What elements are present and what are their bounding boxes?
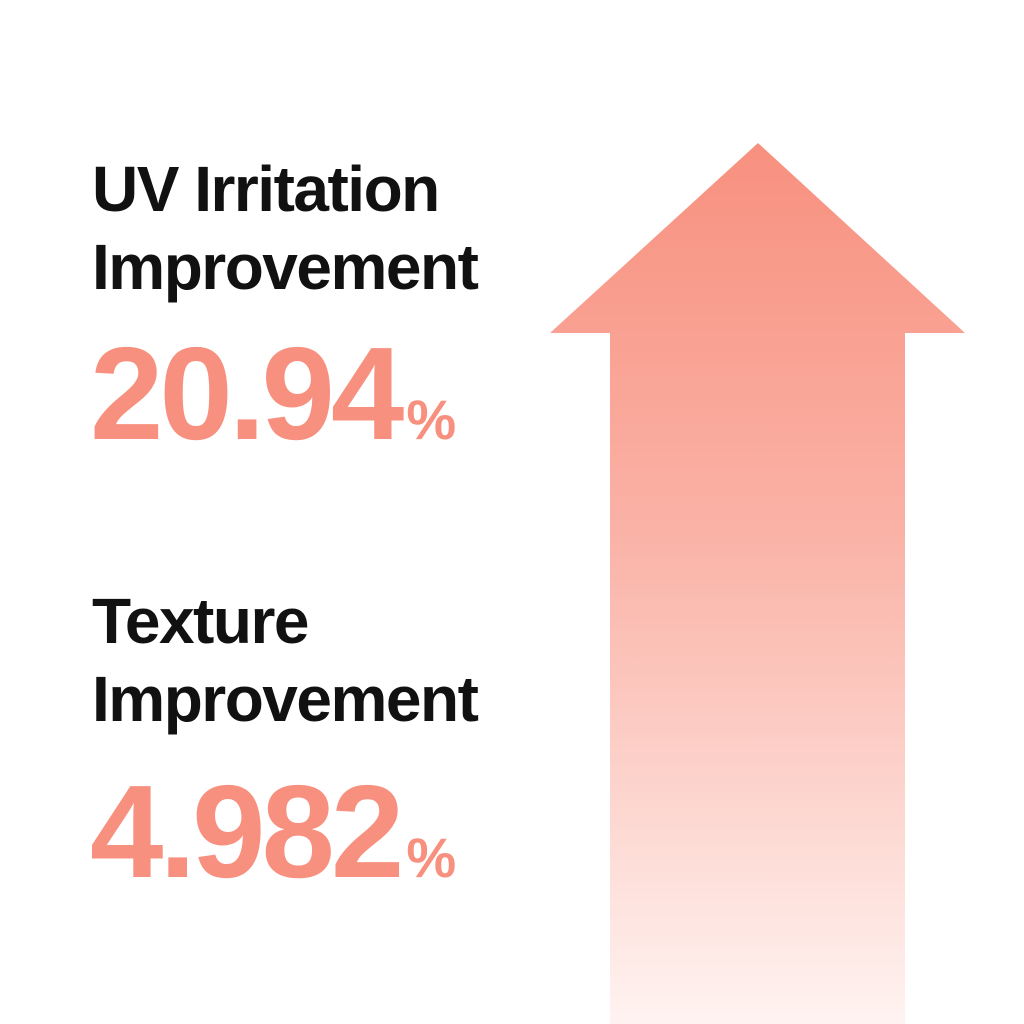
stat-2-label-line2: Improvement [92, 663, 479, 735]
stat-2-number: 4.982 [90, 758, 404, 905]
stat-1-label: UV Irritation Improvement [92, 150, 479, 306]
stat-2-label: Texture Improvement [92, 582, 479, 738]
stat-1-value: 20.94% [90, 328, 456, 486]
stat-1-number: 20.94 [90, 320, 404, 467]
stat-1-unit: % [406, 388, 457, 451]
stat-2-value: 4.982% [90, 766, 456, 924]
stat-2-label-line1: Texture [92, 585, 309, 657]
stat-1-label-line1: UV Irritation [92, 153, 440, 225]
arrow-shape [550, 143, 965, 1024]
stat-2-unit: % [406, 826, 457, 889]
stat-1-label-line2: Improvement [92, 231, 479, 303]
